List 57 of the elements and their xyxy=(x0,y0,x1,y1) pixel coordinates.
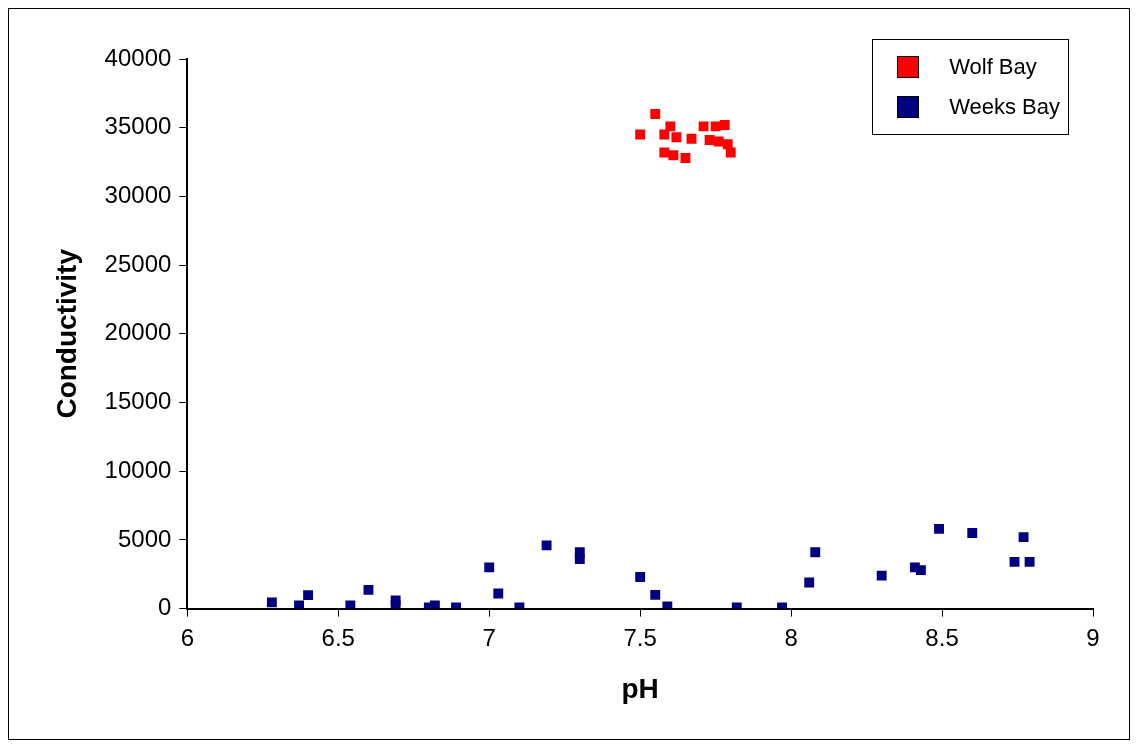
y-tick-label: 15000 xyxy=(104,387,172,415)
point xyxy=(671,132,682,143)
legend-label: Wolf Bay xyxy=(949,54,1037,80)
point xyxy=(876,570,887,581)
point xyxy=(804,577,815,588)
y-tick-label: 40000 xyxy=(104,43,172,71)
legend-label: Weeks Bay xyxy=(949,94,1060,120)
point xyxy=(659,129,670,140)
y-axis-title: Conductivity xyxy=(50,248,82,419)
point xyxy=(719,120,730,130)
y-tick-label: 25000 xyxy=(104,249,172,277)
point xyxy=(650,109,661,119)
point xyxy=(294,600,304,609)
point xyxy=(541,540,552,551)
point xyxy=(635,129,646,140)
x-tick-label: 8 xyxy=(784,623,798,651)
point xyxy=(710,121,721,132)
y-tick-label: 10000 xyxy=(104,455,172,483)
point xyxy=(704,135,715,146)
point xyxy=(665,121,676,132)
x-tick-label: 8.5 xyxy=(925,623,959,651)
x-tick-label: 7 xyxy=(482,623,496,651)
x-tick-label: 6.5 xyxy=(321,623,355,651)
point xyxy=(725,147,736,158)
y-tick-label: 30000 xyxy=(104,181,172,209)
point xyxy=(1009,556,1020,567)
point xyxy=(934,523,944,534)
point xyxy=(810,547,821,558)
y-tick-label: 0 xyxy=(157,593,172,621)
point xyxy=(686,133,697,144)
point xyxy=(484,562,495,573)
point xyxy=(266,597,277,608)
point xyxy=(1024,556,1035,567)
point xyxy=(698,121,709,132)
x-axis-title: pH xyxy=(621,672,659,704)
point xyxy=(574,554,585,565)
point xyxy=(1018,532,1029,543)
point xyxy=(303,590,314,601)
point xyxy=(915,565,926,576)
point xyxy=(363,584,374,595)
point xyxy=(429,600,440,609)
point xyxy=(967,528,978,538)
y-tick-label: 5000 xyxy=(117,524,172,552)
point xyxy=(493,588,504,599)
x-tick-label: 6 xyxy=(180,623,195,651)
point xyxy=(345,600,356,609)
x-tick-label: 7.5 xyxy=(623,623,657,651)
y-tick-label: 20000 xyxy=(104,318,172,346)
point xyxy=(650,589,661,600)
point xyxy=(635,572,646,582)
point xyxy=(713,136,724,147)
point xyxy=(390,600,401,609)
x-tick-label: 9 xyxy=(1086,623,1100,651)
point xyxy=(668,150,679,161)
point xyxy=(680,152,691,163)
point xyxy=(659,147,670,158)
y-tick-label: 35000 xyxy=(104,112,172,140)
